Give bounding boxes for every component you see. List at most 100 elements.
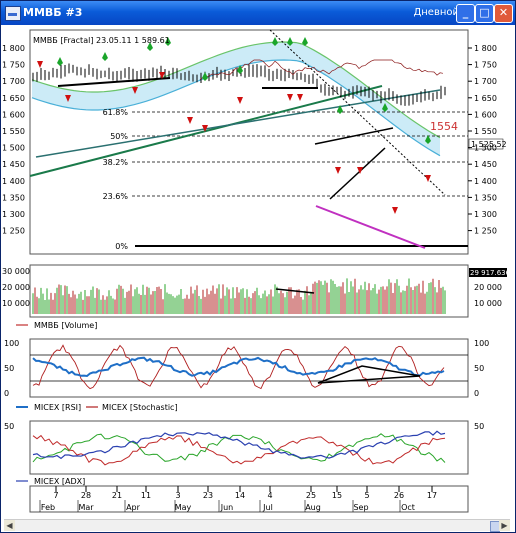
price-tick-left: 1 600 (2, 110, 25, 119)
trend-line-blue-ma (35, 89, 441, 158)
fractal-down-icon (425, 175, 431, 182)
price-tick-right: 1 550 (474, 127, 497, 136)
osc-tick-left: 100 (4, 339, 19, 348)
osc-tick-left: 0 (4, 389, 9, 398)
ichimoku-cloud (31, 41, 441, 157)
fractal-down-icon (392, 207, 398, 214)
adx-line (32, 430, 446, 460)
title-bar[interactable]: ММВБ #3 Дневной _ □ ✕ (1, 1, 515, 25)
period-label: Дневной (413, 7, 459, 18)
horizontal-scrollbar[interactable]: ◀ ▶ (4, 519, 510, 532)
price-tick-left: 1 700 (2, 77, 25, 86)
last-price: 1 525.52 (471, 140, 507, 149)
price-tick-right: 1 350 (474, 193, 497, 202)
price-tick-left: 1 650 (2, 94, 25, 103)
price-tick-right: 1 750 (474, 61, 497, 70)
last-price-marker (468, 138, 504, 150)
fractal-up-icon (165, 37, 171, 46)
month-label: Mar (78, 503, 94, 512)
month-label: Jul (262, 503, 273, 512)
adx-y-axis: 50 50 (4, 422, 484, 431)
price-tick-right: 1 300 (474, 210, 497, 219)
price-tick-left: 1 400 (2, 177, 25, 186)
month-label: Jun (220, 503, 234, 512)
price-tick-right: 1 250 (474, 227, 497, 236)
fractal-up-icon (102, 52, 108, 61)
volume-legend: ММВБ [Volume] (34, 321, 97, 330)
fractal-up-icon (237, 65, 243, 74)
price-tick-left: 1 450 (2, 160, 25, 169)
cloud-upper-line (31, 41, 441, 139)
trend-line-magenta[interactable] (315, 205, 426, 249)
trend-line-resistance-1[interactable] (57, 77, 171, 87)
fib-label: 50% (110, 132, 128, 141)
scroll-left-icon[interactable]: ◀ (4, 520, 15, 531)
trend-line-support[interactable] (29, 85, 383, 177)
target-label: 1554 (430, 120, 458, 133)
fib-label: 0% (115, 242, 128, 251)
adx-lines (32, 430, 446, 466)
fractal-up-icon (337, 105, 343, 114)
price-legend: ММВБ [Fractal] 23.05.11 1 589.61 (33, 36, 170, 45)
day-label: 21 (112, 491, 122, 500)
day-label: 26 (394, 491, 404, 500)
osc-y-axis: 100 100 50 50 0 0 (4, 339, 489, 398)
month-label: Apr (126, 503, 141, 512)
fib-label: 61.8% (103, 108, 129, 117)
trend-lines (29, 29, 446, 249)
oscillator-lines (32, 344, 445, 390)
price-tick-left: 1 250 (2, 227, 25, 236)
window-icon (5, 6, 21, 21)
osc-tick-right: 50 (474, 364, 484, 373)
day-label: 28 (81, 491, 91, 500)
trend-line-channel-top[interactable] (314, 127, 394, 145)
di-minus-line (32, 434, 446, 466)
fractal-up-icon (202, 72, 208, 81)
volume-tick-left: 20 000 (2, 283, 30, 292)
price-tick-right: 1 400 (474, 177, 497, 186)
chart-canvas: 61.8% 50% 38.2% 23.6% 0% ММВБ [Fractal] 23.0… (2, 29, 515, 513)
volume-trend-line[interactable] (275, 288, 315, 294)
minimize-button[interactable]: _ (456, 4, 475, 23)
price-tick-left: 1 350 (2, 193, 25, 202)
day-label: 25 (306, 491, 316, 500)
fractal-down-icon (187, 117, 193, 124)
fractal-markers (37, 37, 431, 214)
di-plus-line (32, 433, 446, 463)
day-label: 7 (53, 491, 58, 500)
day-label: 5 (364, 491, 369, 500)
scroll-right-icon[interactable]: ▶ (499, 520, 510, 531)
fractal-up-icon (382, 103, 388, 112)
price-tick-right: 1 700 (474, 77, 497, 86)
day-label: 15 (332, 491, 342, 500)
month-label: Aug (305, 503, 321, 512)
volume-tick-right: 10 000 (474, 299, 502, 308)
volume-tick-left: 30 000 (2, 267, 30, 276)
adx-panel[interactable] (29, 420, 469, 475)
month-label: May (175, 503, 192, 512)
price-tick-right: 1 800 (474, 44, 497, 53)
volume-tick-left: 10 000 (2, 299, 30, 308)
day-label: 14 (235, 491, 245, 500)
day-label: 4 (267, 491, 272, 500)
osc-triangle-pattern[interactable] (317, 365, 421, 384)
rsi-line (32, 356, 445, 378)
trend-line-channel-mid[interactable] (329, 147, 386, 200)
fractal-down-icon (159, 72, 165, 79)
fib-label: 38.2% (103, 158, 129, 167)
price-tick-left: 1 300 (2, 210, 25, 219)
rsi-legend: MICEX [RSI] (34, 403, 81, 412)
close-button[interactable]: ✕ (494, 4, 513, 23)
osc-tick-left: 50 (4, 364, 14, 373)
volume-last-marker (469, 268, 507, 277)
fractal-up-icon (302, 37, 308, 46)
fractal-down-icon (297, 94, 303, 101)
month-label: Sep (353, 503, 368, 512)
volume-bars (32, 278, 446, 314)
window-title: ММВБ #3 (23, 6, 83, 19)
day-label: 23 (203, 491, 213, 500)
price-y-axis: 1 800 1 800 1 750 1 750 1 700 1 700 1 650 1 650… (2, 44, 497, 236)
oscillator-panel[interactable] (29, 338, 469, 398)
maximize-button[interactable]: □ (475, 4, 494, 23)
fractal-up-icon (287, 37, 293, 46)
